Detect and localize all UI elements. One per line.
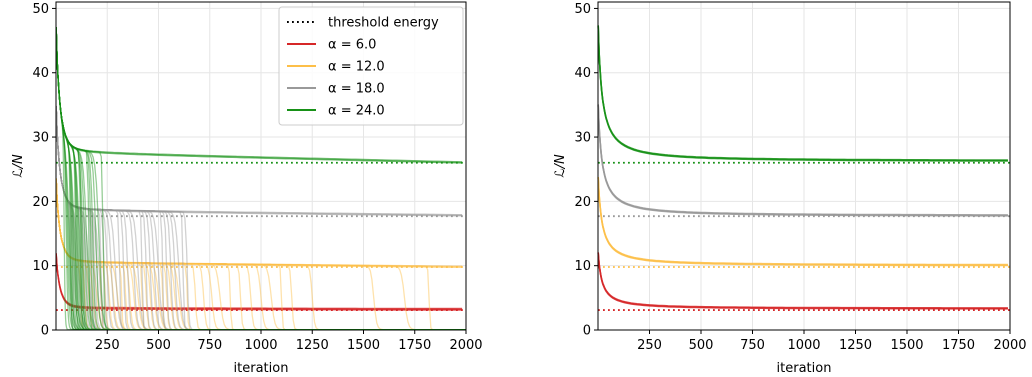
right-x-tick-label-500: 500 [689,338,714,353]
right-y-tick-label-50: 50 [574,2,591,17]
right-trace-alpha-6 [597,252,1008,309]
right-x-tick-label-250: 250 [637,338,662,353]
left-y-tick-label-10: 10 [32,259,49,274]
right-curves [597,25,1008,310]
right-trace-alpha-18 [597,104,1008,216]
left-x-tick-label-1750: 1750 [398,338,431,353]
right-y-tick-label-10: 10 [574,259,591,274]
left-x-tick-label-1500: 1500 [347,338,380,353]
right-y-ticks: 0 10 20 30 40 50 [574,2,598,339]
right-y-axis-label: ℒ/N [553,154,568,178]
right-series-alpha-24 [597,25,1008,162]
left-trace-alpha-6 [55,252,463,310]
right-x-tick-label-1750: 1750 [942,338,975,353]
legend-item-alpha-12: α = 12.0 [287,60,385,75]
right-trace-alpha-24 [597,25,1008,162]
legend-label-threshold: threshold energy [328,16,439,31]
left-trace-alpha-12 [55,178,466,331]
right-trace-alpha-12 [597,177,1008,266]
left-y-ticks: 0 10 20 30 40 50 [32,2,56,339]
legend-item-alpha-18: α = 18.0 [287,82,385,97]
left-series-alpha-6 [55,252,463,311]
left-y-tick-label-20: 20 [32,195,49,210]
right-x-axis-label: iteration [777,361,832,376]
left-x-tick-label-250: 250 [95,338,120,353]
legend-item-threshold: threshold energy [287,16,439,31]
right-x-tick-label-1500: 1500 [890,338,923,353]
right-trace-alpha-24 [597,25,1008,161]
right-x-tick-label-1000: 1000 [787,338,820,353]
left-trace-alpha-12 [55,178,463,267]
left-trace-alpha-24 [55,26,463,163]
left-x-tick-label-750: 750 [197,338,222,353]
right-series-alpha-18 [597,104,1008,217]
legend-label-alpha-12: α = 12.0 [328,60,385,75]
left-panel: 250 500 750 1000 1250 1500 1750 2000 0 10 20 30 40 5… [11,1,483,376]
left-x-ticks: 250 500 750 1000 1250 1500 1750 2000 [95,330,483,353]
right-x-tick-label-1250: 1250 [839,338,872,353]
legend-item-alpha-24: α = 24.0 [287,104,385,119]
left-trace-alpha-12 [55,178,463,268]
right-panel: 250 500 750 1000 1250 1500 1750 2000 0 10 20 30 40 5… [553,1,1027,376]
left-trace-alpha-18 [55,105,463,216]
left-y-tick-label-0: 0 [41,324,49,339]
left-x-axis-label: iteration [234,361,289,376]
left-x-tick-label-500: 500 [146,338,171,353]
left-trace-alpha-12 [55,179,463,269]
legend-box [278,6,464,126]
left-trace-alpha-12 [55,178,466,331]
right-x-tick-label-750: 750 [740,338,765,353]
right-y-tick-label-40: 40 [574,66,591,81]
left-x-tick-label-1250: 1250 [296,338,329,353]
left-y-tick-label-30: 30 [32,131,49,146]
legend-label-alpha-18: α = 18.0 [328,82,385,97]
left-x-tick-label-1000: 1000 [244,338,277,353]
legend-item-alpha-6: α = 6.0 [287,38,376,53]
left-x-tick-label-2000: 2000 [449,338,482,353]
right-trace-alpha-24 [597,26,1008,162]
right-trace-alpha-12 [597,176,1008,266]
legend: threshold energy α = 6.0 α = 12.0 α = 18… [278,6,464,126]
right-x-tick-label-2000: 2000 [993,338,1026,353]
right-y-tick-label-20: 20 [574,195,591,210]
right-y-tick-label-0: 0 [583,324,591,339]
left-y-tick-label-50: 50 [32,2,49,17]
right-y-tick-label-30: 30 [574,131,591,146]
legend-label-alpha-24: α = 24.0 [328,104,385,119]
right-x-ticks: 250 500 750 1000 1250 1500 1750 2000 [637,330,1027,353]
right-series-alpha-6 [597,252,1008,310]
left-y-axis-label: ℒ/N [11,154,26,178]
right-trace-alpha-12 [597,177,1008,267]
left-y-tick-label-40: 40 [32,66,49,81]
right-grid [598,2,1011,331]
right-series-alpha-12 [597,176,1008,267]
legend-label-alpha-6: α = 6.0 [328,38,376,53]
right-threshold-lines [598,161,1010,311]
